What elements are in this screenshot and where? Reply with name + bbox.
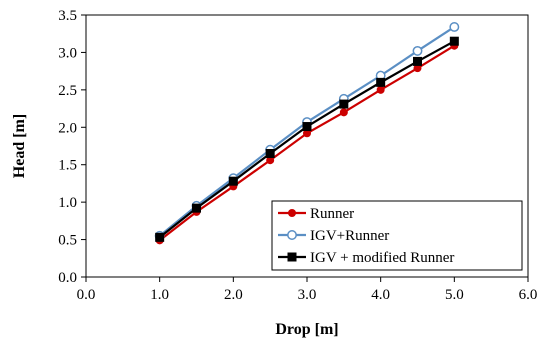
y-tick-label: 0.0: [58, 270, 77, 286]
data-point: [192, 203, 201, 213]
legend-marker: [288, 209, 296, 217]
data-point: [376, 77, 386, 87]
data-point: [413, 64, 422, 73]
legend-label: IGV + modified Runner: [310, 250, 454, 266]
y-tick-label: 1.5: [58, 158, 77, 174]
x-tick-label: 3.0: [298, 287, 317, 303]
x-tick-label: 5.0: [445, 287, 464, 303]
plot-area: [154, 22, 460, 245]
y-tick-label: 0.5: [58, 233, 77, 249]
x-tick-label: 2.0: [224, 287, 243, 303]
data-point: [339, 108, 348, 117]
legend-label: Runner: [310, 206, 354, 222]
data-point: [413, 56, 422, 66]
legend-label: IGV+Runner: [310, 228, 389, 244]
y-tick-label: 2.0: [58, 120, 77, 136]
x-tick-label: 1.0: [150, 287, 169, 303]
y-tick-label: 2.5: [58, 83, 77, 99]
data-point: [412, 45, 423, 56]
data-point: [265, 148, 275, 158]
data-point: [302, 122, 312, 132]
data-point: [449, 22, 460, 32]
y-tick-label: 3.0: [58, 45, 77, 61]
y-axis-title: Head [m]: [11, 114, 28, 178]
legend: Runner IGV+Runner IGV + modified Runner: [271, 200, 523, 271]
data-point: [449, 36, 459, 46]
y-tick-label: 1.0: [58, 195, 77, 211]
data-point: [228, 176, 238, 186]
legend-marker: [287, 252, 297, 262]
data-point: [155, 232, 165, 242]
series-2: [155, 36, 459, 242]
data-point: [303, 129, 311, 138]
x-tick-label: 0.0: [77, 287, 96, 303]
legend-marker: [287, 230, 297, 240]
data-point: [266, 156, 275, 165]
x-axis-title: Drop [m]: [275, 321, 338, 338]
x-tick-label: 6.0: [519, 287, 538, 303]
y-tick-label: 3.5: [58, 8, 77, 24]
axes: 0.0 1.0 2.0 3.0 4.0 5.0 6.0 0.0 0.5 1.0 1.5 2.0 2.5 3…: [58, 8, 537, 303]
data-point: [376, 85, 385, 94]
data-point: [339, 99, 349, 109]
x-tick-label: 4.0: [371, 287, 390, 303]
legend-box: [271, 200, 523, 271]
